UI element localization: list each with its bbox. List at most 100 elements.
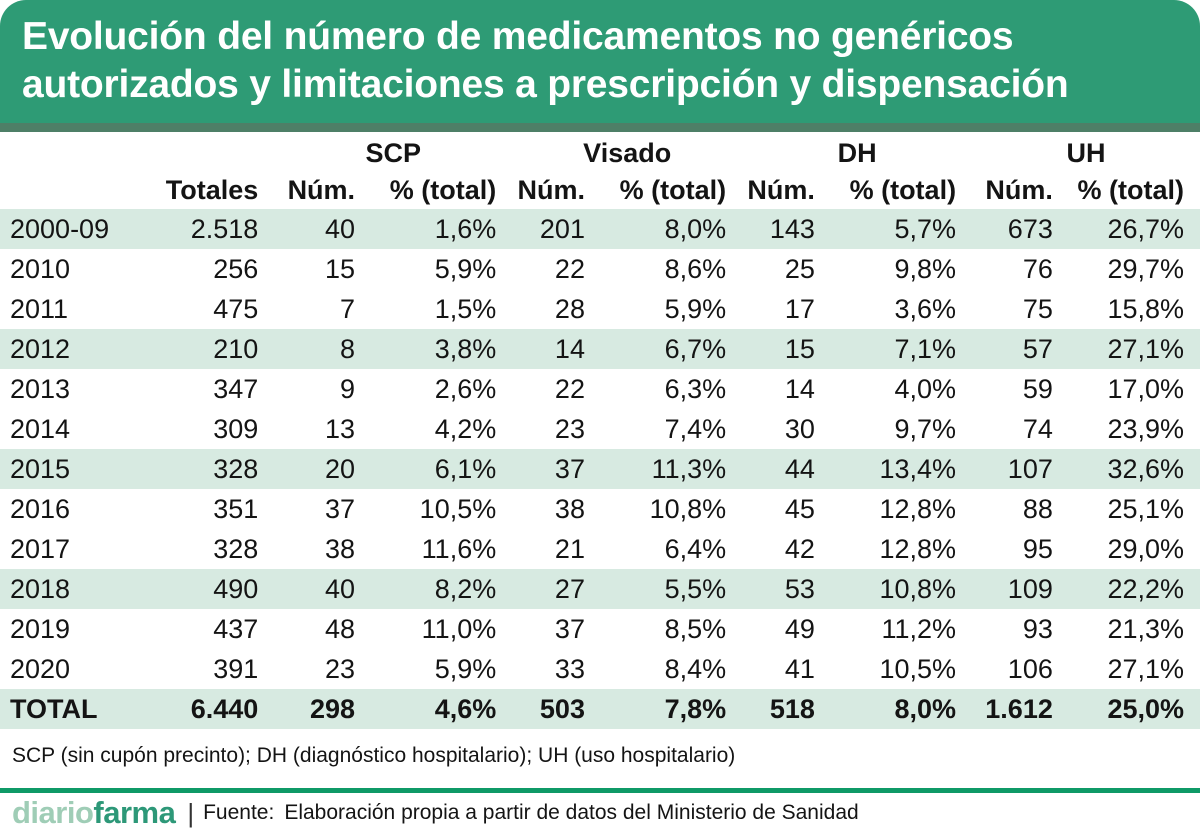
value-cell: 53 [784, 573, 815, 604]
table-row: 2015 328 20 6,1% 37 11,3% 44 13,4% 107 32,6% [0, 449, 1200, 489]
value-cell: 45 [784, 493, 815, 524]
value-cell: 25 [784, 253, 815, 284]
table-body: 2000-09 2.518 40 1,6% 201 8,0% 143 5,7% 673 26,7%… [0, 209, 1200, 729]
table-row: 2000-09 2.518 40 1,6% 201 8,0% 143 5,7% 673 26,7% [0, 209, 1200, 249]
value-cell: 42 [784, 533, 815, 564]
title-line-2: autorizados y limitaciones a prescripció… [22, 63, 1069, 106]
table-row: 2013 347 9 2,6% 22 6,3% 14 4,0% 59 17,0% [0, 369, 1200, 409]
value-cell: 9,8% [894, 253, 957, 284]
value-cell: 93 [1022, 613, 1053, 644]
value-cell: 1,6% [434, 213, 497, 244]
value-cell: 37 [554, 453, 585, 484]
value-cell: 23 [325, 653, 356, 684]
value-cell: 256 [213, 253, 259, 284]
value-cell: 106 [1007, 653, 1053, 684]
value-cell: 109 [1007, 573, 1053, 604]
value-cell: 298 [310, 693, 356, 724]
diariofarma-logo: diariofarma [12, 795, 176, 831]
value-cell: 10,8% [649, 493, 727, 524]
value-cell: 22 [554, 373, 585, 404]
value-cell: 15,8% [1107, 293, 1184, 324]
value-cell: 95 [1022, 533, 1053, 564]
value-cell: 21,3% [1107, 613, 1184, 644]
value-cell: 21 [554, 533, 585, 564]
header-banner: Evolución del número de medicamentos no … [0, 0, 1200, 123]
column-header-num-dh: Núm. [747, 175, 815, 205]
value-cell: 2.518 [190, 213, 259, 244]
value-cell: 15 [325, 253, 356, 284]
value-cell: 3,6% [894, 293, 957, 324]
table-row: 2019 437 48 11,0% 37 8,5% 49 11,2% 93 21,3% [0, 609, 1200, 649]
value-cell: 5,9% [664, 293, 727, 324]
table-row: 2014 309 13 4,2% 23 7,4% 30 9,7% 74 23,9% [0, 409, 1200, 449]
value-cell: 74 [1022, 413, 1053, 444]
value-cell: 10,8% [879, 573, 957, 604]
value-cell: 41 [784, 653, 815, 684]
value-cell: 8,0% [894, 693, 957, 724]
total-row: TOTAL 6.440 298 4,6% 503 7,8% 518 8,0% 1.612 25,0… [0, 689, 1200, 729]
value-cell: 6,7% [664, 333, 727, 364]
value-cell: 11,3% [651, 453, 727, 484]
value-cell: 38 [554, 493, 585, 524]
column-header-pct-uh: % (total) [1077, 175, 1184, 205]
value-cell: 7 [340, 293, 356, 324]
table-row: 2016 351 37 10,5% 38 10,8% 45 12,8% 88 25,1% [0, 489, 1200, 529]
value-cell: 30 [784, 413, 815, 444]
value-cell: 9,7% [894, 413, 957, 444]
value-cell: 38 [325, 533, 356, 564]
value-cell: 8,4% [664, 653, 727, 684]
row-label-cell: 2017 [10, 533, 71, 564]
value-cell: 10,5% [879, 653, 957, 684]
value-cell: 475 [213, 293, 259, 324]
value-cell: 48 [325, 613, 356, 644]
footer-separator: | [187, 797, 195, 828]
column-header-num-uh: Núm. [985, 175, 1053, 205]
value-cell: 1.612 [985, 693, 1053, 724]
value-cell: 143 [769, 213, 815, 244]
value-cell: 8,2% [434, 573, 497, 604]
row-label-cell: 2014 [10, 413, 71, 444]
value-cell: 673 [1007, 213, 1053, 244]
value-cell: 75 [1022, 293, 1053, 324]
value-cell: 22 [554, 253, 585, 284]
header-divider [0, 123, 1200, 132]
value-cell: 503 [539, 693, 585, 724]
column-header-totales: Totales [165, 175, 259, 205]
column-header-pct-dh: % (total) [849, 175, 957, 205]
column-header-pct-scp: % (total) [389, 175, 497, 205]
value-cell: 201 [539, 213, 585, 244]
value-cell: 6,1% [434, 453, 497, 484]
value-cell: 32,6% [1107, 453, 1184, 484]
row-label-cell: 2015 [10, 453, 71, 484]
group-header-visado: Visado [583, 138, 672, 168]
value-cell: 5,9% [434, 653, 497, 684]
value-cell: 22,2% [1107, 573, 1184, 604]
logo-diario: diario [12, 795, 94, 830]
value-cell: 33 [554, 653, 585, 684]
value-cell: 12,8% [879, 493, 957, 524]
row-label-cell: 2011 [10, 293, 69, 324]
row-label-cell: 2020 [10, 653, 71, 684]
value-cell: 76 [1022, 253, 1053, 284]
value-cell: 15 [784, 333, 815, 364]
column-header-year [0, 172, 141, 209]
value-cell: 14 [554, 333, 585, 364]
value-cell: 59 [1022, 373, 1053, 404]
value-cell: 37 [554, 613, 585, 644]
row-label-cell: TOTAL [10, 693, 98, 724]
value-cell: 347 [213, 373, 259, 404]
value-cell: 328 [213, 533, 259, 564]
column-header-num-scp: Núm. [287, 175, 356, 205]
value-cell: 12,8% [879, 533, 957, 564]
table-row: 2020 391 23 5,9% 33 8,4% 41 10,5% 106 27,1% [0, 649, 1200, 689]
value-cell: 518 [769, 693, 815, 724]
column-header-row: Totales Núm. % (total) Núm. % (total) Nú… [0, 172, 1200, 209]
value-cell: 7,1% [894, 333, 957, 364]
value-cell: 351 [213, 493, 259, 524]
value-cell: 8,5% [664, 613, 727, 644]
value-cell: 6,4% [664, 533, 727, 564]
value-cell: 44 [784, 453, 815, 484]
value-cell: 4,0% [894, 373, 957, 404]
row-label-cell: 2018 [10, 573, 71, 604]
value-cell: 28 [554, 293, 585, 324]
